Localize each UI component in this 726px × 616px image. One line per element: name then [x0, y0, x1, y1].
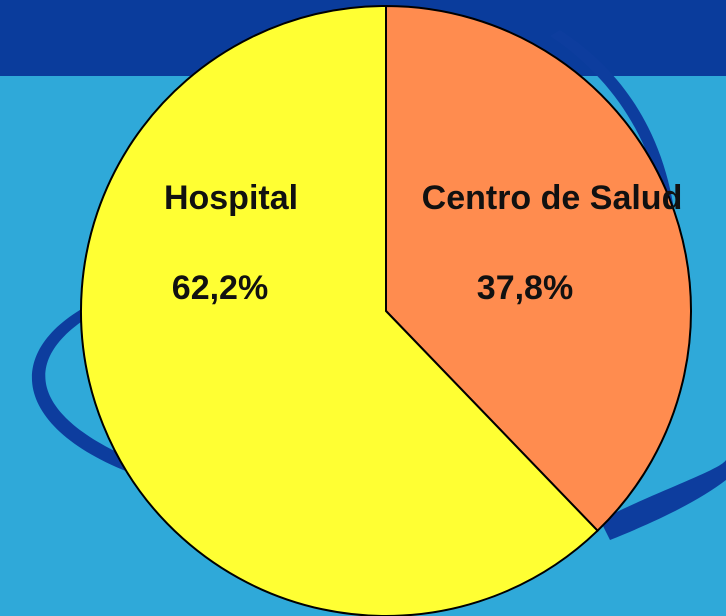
- slide: Hospital 62,2% Centro de Salud 37,8%: [0, 0, 726, 616]
- value-label: 62,2%: [172, 269, 268, 307]
- slice-label: Hospital: [164, 179, 298, 217]
- value-label: 37,8%: [477, 269, 573, 307]
- pie: [81, 6, 691, 616]
- slice-label: Centro de Salud: [422, 179, 683, 217]
